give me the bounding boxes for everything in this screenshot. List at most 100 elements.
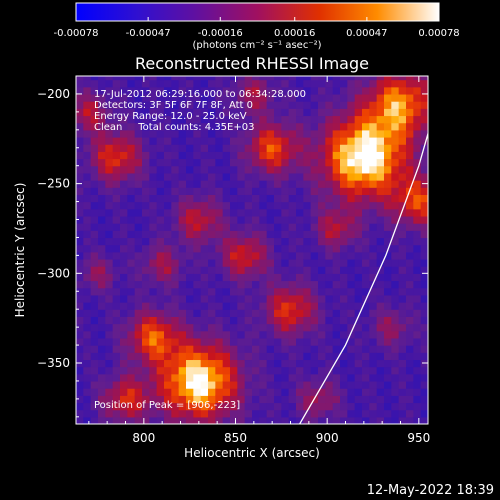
heatmap-cell bbox=[215, 201, 224, 210]
heatmap-cell bbox=[281, 316, 290, 325]
heatmap-cell bbox=[112, 86, 121, 95]
heatmap-cell bbox=[303, 208, 312, 217]
heatmap-cell bbox=[164, 122, 172, 131]
heatmap-cell bbox=[230, 79, 238, 88]
heatmap-cell bbox=[186, 395, 194, 404]
heatmap-cell bbox=[318, 79, 326, 88]
heatmap-cell bbox=[208, 273, 216, 282]
heatmap-cell bbox=[398, 76, 407, 81]
heatmap-cell bbox=[413, 237, 422, 246]
heatmap-cell bbox=[369, 187, 378, 195]
heatmap-cell bbox=[178, 93, 187, 102]
heatmap-cell bbox=[325, 345, 334, 353]
heatmap-cell bbox=[362, 388, 370, 396]
heatmap-cell bbox=[259, 244, 268, 253]
heatmap-cell bbox=[325, 108, 334, 117]
heatmap-cell bbox=[259, 151, 268, 160]
heatmap-cell bbox=[274, 380, 282, 389]
heatmap-cell bbox=[332, 158, 341, 167]
heatmap-cell bbox=[186, 416, 194, 424]
heatmap-cell bbox=[296, 352, 304, 361]
heatmap-cell bbox=[296, 323, 304, 332]
heatmap-cell bbox=[149, 237, 158, 246]
heatmap-cell bbox=[186, 180, 194, 188]
heatmap-cell bbox=[112, 273, 121, 282]
heatmap-cell bbox=[332, 352, 341, 361]
heatmap-cell bbox=[332, 108, 341, 117]
heatmap-cell bbox=[266, 215, 275, 224]
heatmap-cell bbox=[200, 309, 209, 317]
heatmap-cell bbox=[200, 151, 209, 160]
heatmap-cell bbox=[281, 230, 290, 239]
heatmap-cell bbox=[354, 373, 363, 382]
colorbar-unit-label: (photons cm⁻² s⁻¹ asec⁻²) bbox=[192, 40, 321, 51]
heatmap-cells bbox=[76, 76, 428, 424]
heatmap-cell bbox=[98, 201, 106, 210]
heatmap-cell bbox=[266, 373, 275, 382]
heatmap-cell bbox=[413, 144, 422, 152]
heatmap-cell bbox=[105, 380, 114, 389]
heatmap-cell bbox=[340, 165, 348, 174]
heatmap-cell bbox=[347, 194, 356, 203]
heatmap-cell bbox=[178, 108, 187, 117]
heatmap-cell bbox=[164, 258, 172, 267]
heatmap-cell bbox=[369, 258, 378, 267]
heatmap-cell bbox=[310, 151, 319, 160]
heatmap-cell bbox=[310, 309, 319, 317]
heatmap-cell bbox=[354, 380, 363, 389]
heatmap-cell bbox=[384, 201, 392, 210]
heatmap-cell bbox=[208, 266, 216, 274]
heatmap-cell bbox=[83, 194, 92, 203]
heatmap-cell bbox=[142, 115, 150, 124]
heatmap-cell bbox=[90, 337, 99, 346]
heatmap-cell bbox=[186, 86, 194, 95]
heatmap-cell bbox=[384, 316, 392, 325]
heatmap-cell bbox=[171, 208, 180, 217]
heatmap-cell bbox=[296, 215, 304, 224]
heatmap-cell bbox=[208, 244, 216, 253]
heatmap-cell bbox=[76, 352, 84, 361]
heatmap-cell bbox=[156, 76, 165, 81]
heatmap-cell bbox=[193, 208, 202, 217]
heatmap-cell bbox=[347, 158, 356, 167]
heatmap-cell bbox=[303, 337, 312, 346]
heatmap-cell bbox=[208, 330, 216, 339]
chart-title: Reconstructed RHESSI Image bbox=[135, 54, 369, 73]
heatmap-cell bbox=[244, 352, 253, 361]
heatmap-cell bbox=[259, 316, 268, 325]
heatmap-cell bbox=[252, 380, 260, 389]
heatmap-cell bbox=[413, 287, 422, 296]
heatmap-cell bbox=[244, 151, 253, 160]
heatmap-cell bbox=[76, 187, 84, 195]
heatmap-cell bbox=[281, 258, 290, 267]
heatmap-cell bbox=[76, 287, 84, 296]
heatmap-cell bbox=[296, 402, 304, 411]
heatmap-cell bbox=[354, 409, 363, 418]
heatmap-cell bbox=[222, 101, 231, 109]
heatmap-cell bbox=[164, 101, 172, 109]
heatmap-cell bbox=[413, 373, 422, 382]
heatmap-cell bbox=[237, 101, 246, 109]
heatmap-cell bbox=[318, 280, 326, 289]
heatmap-cell bbox=[105, 280, 114, 289]
heatmap-cell bbox=[332, 86, 341, 95]
heatmap-cell bbox=[354, 101, 363, 109]
heatmap-cell bbox=[281, 251, 290, 260]
heatmap-cell bbox=[237, 244, 246, 253]
heatmap-cell bbox=[296, 388, 304, 396]
heatmap-cell bbox=[252, 172, 260, 181]
heatmap-cell bbox=[171, 380, 180, 389]
heatmap-cell bbox=[376, 93, 385, 102]
heatmap-cell bbox=[171, 144, 180, 152]
heatmap-cell bbox=[149, 345, 158, 353]
heatmap-cell bbox=[76, 402, 84, 411]
heatmap-cell bbox=[142, 273, 150, 282]
heatmap-cell bbox=[252, 337, 260, 346]
heatmap-cell bbox=[178, 294, 187, 303]
heatmap-cell bbox=[274, 108, 282, 117]
heatmap-cell bbox=[222, 201, 231, 210]
heatmap-cell bbox=[376, 266, 385, 274]
heatmap-cell bbox=[164, 187, 172, 195]
heatmap-cell bbox=[259, 223, 268, 231]
heatmap-cell bbox=[332, 151, 341, 160]
